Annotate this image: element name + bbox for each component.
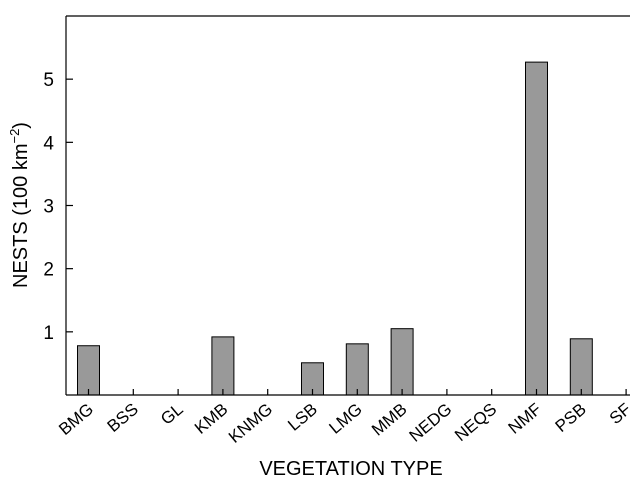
- y-axis-title-superscript: −2: [7, 129, 22, 144]
- x-axis-title: VEGETATION TYPE: [259, 458, 442, 480]
- x-tick-label: PSB: [552, 400, 590, 436]
- y-ticks-group: 1 2 3 4 5: [43, 70, 73, 344]
- y-axis-title-main: NESTS (100 km: [10, 144, 32, 288]
- y-tick-label: 2: [43, 260, 54, 281]
- bar-lmg: [345, 343, 369, 396]
- bar-kmb: [211, 336, 235, 396]
- x-tick-label: NEDG: [406, 400, 456, 446]
- y-axis-title: NESTS (100 km−2): [7, 122, 32, 288]
- x-tick-label: MMB: [368, 400, 411, 440]
- x-tick-label: NEQS: [451, 400, 500, 446]
- y-tick-label: 5: [43, 70, 54, 91]
- bar-mmb: [390, 328, 414, 396]
- x-tick-label: GL: [157, 400, 187, 429]
- x-tick-label: LSB: [284, 400, 321, 435]
- y-axis-title-close: ): [10, 122, 32, 129]
- y-tick-label: 4: [43, 133, 54, 154]
- y-tick-label: 1: [43, 323, 54, 344]
- y-tick-label: 3: [43, 197, 54, 218]
- bar-psb: [569, 338, 593, 396]
- x-tick-label: BSS: [104, 400, 142, 436]
- bar-bmg: [77, 345, 100, 396]
- x-tick-label: BMG: [55, 400, 97, 439]
- x-tick-label: SF: [606, 400, 635, 429]
- x-tick-label: NMF: [505, 400, 545, 438]
- bar-nmf: [525, 61, 548, 396]
- x-tick-label: LMG: [325, 400, 365, 438]
- bars-group: [77, 61, 593, 396]
- x-tick-label: KNMG: [225, 400, 276, 447]
